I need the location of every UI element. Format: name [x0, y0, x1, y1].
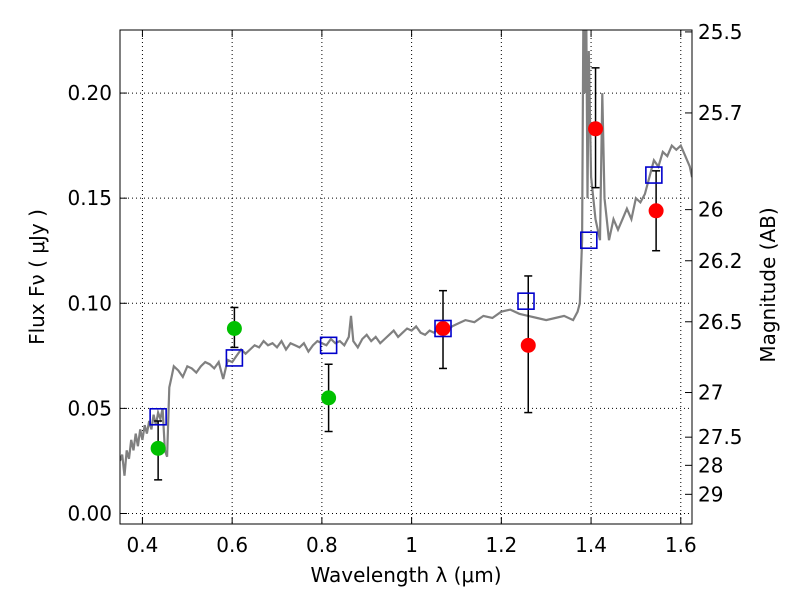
y-tick-label-3: 0.15	[67, 186, 112, 210]
x-tick-label-5: 1.4	[575, 533, 607, 557]
y-tick-label-1: 0.05	[67, 396, 112, 420]
y-tick-label-2: 0.10	[67, 291, 112, 315]
x-tick-label-4: 1.2	[485, 533, 517, 557]
right-tick-label-7: 28	[698, 453, 723, 477]
right-axis-label: Magnitude (AB)	[756, 207, 780, 362]
x-tick-label-1: 0.6	[216, 533, 248, 557]
right-tick-label-5: 27	[698, 381, 723, 405]
right-tick-label-2: 26	[698, 198, 723, 222]
red-point-0	[435, 321, 451, 337]
x-tick-label-3: 1	[405, 533, 418, 557]
grid-lines	[120, 30, 692, 524]
model-square-3	[434, 319, 452, 338]
x-tick-label-2: 0.8	[306, 533, 338, 557]
green-point-2	[321, 390, 337, 406]
right-tick-label-1: 25.7	[698, 101, 743, 125]
plot-frame	[119, 29, 693, 525]
x-tick-label-0: 0.4	[127, 533, 159, 557]
model-square-2	[319, 336, 338, 355]
model-square-5	[580, 231, 598, 250]
green-point-0	[150, 440, 166, 456]
axis-ticks	[120, 30, 692, 524]
model-square-6	[645, 166, 663, 184]
red-point-1	[520, 337, 536, 353]
model-spectrum-line	[120, 30, 692, 476]
y-tick-labels: 0.00 0.05 0.10 0.15 0.20	[67, 81, 112, 525]
red-point-3	[648, 203, 664, 219]
right-tick-label-0: 25.5	[698, 20, 743, 44]
y-tick-label-0: 0.00	[67, 501, 112, 525]
model-square-1	[225, 349, 244, 367]
y-tick-label-4: 0.20	[67, 81, 112, 105]
data-markers	[149, 121, 664, 456]
model-square-4	[517, 292, 535, 310]
right-tick-label-4: 26.5	[698, 310, 743, 334]
model-square-0	[149, 407, 167, 426]
right-tick-label-8: 29	[698, 482, 723, 506]
right-tick-label-6: 27.5	[698, 425, 743, 449]
x-tick-labels: 0.4 0.6 0.8 1 1.2 1.4 1.6	[127, 533, 697, 557]
green-point-1	[226, 321, 242, 337]
error-bars	[154, 67, 661, 481]
x-tick-label-6: 1.6	[665, 533, 697, 557]
red-point-2	[588, 121, 604, 137]
x-axis-label: Wavelength λ (μm)	[310, 563, 501, 587]
right-tick-label-3: 26.2	[698, 249, 743, 273]
y-axis-label: Flux Fν ( μJy )	[25, 209, 49, 345]
right-tick-labels: 25.5 25.7 26 26.2 26.5 27 27.5 28 29	[698, 20, 743, 506]
plot-area	[120, 30, 692, 476]
